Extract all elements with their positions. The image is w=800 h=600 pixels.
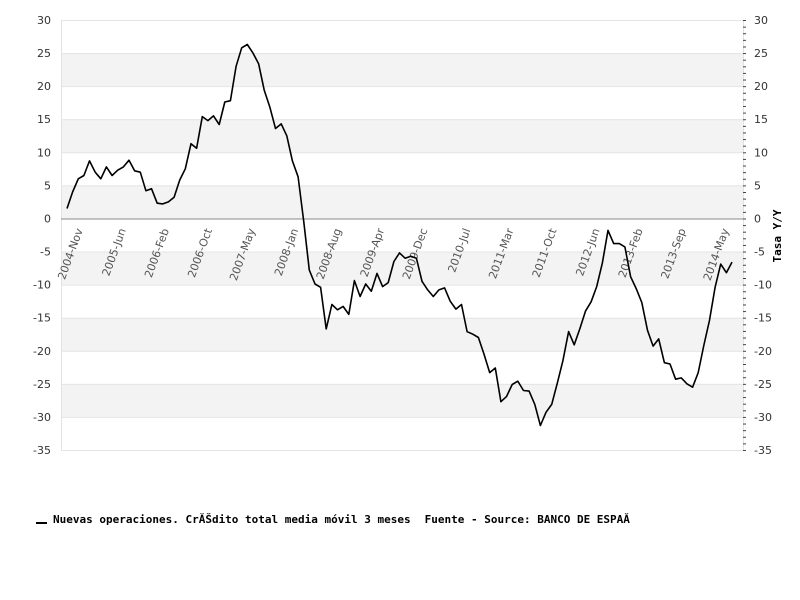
legend: Nuevas operaciones. CrĂŠdito total media… xyxy=(36,513,630,526)
y-tick-label-left: 10 xyxy=(37,146,51,159)
y-tick-label-right: -25 xyxy=(754,378,772,391)
grid-lines xyxy=(61,20,743,451)
y-axis-right-minor-ticks xyxy=(743,20,746,451)
series-line xyxy=(66,43,733,427)
y-tick-label-left: 20 xyxy=(37,80,51,93)
source-credit: Fuente - Source: BANCO DE ESPAĂ xyxy=(424,513,630,526)
y-tick-label-right: -15 xyxy=(754,312,772,325)
y-axis-left: 30 25 20 15 10 5 0 -5 -10 -15 -20 -25 -30 -35 xyxy=(33,14,51,457)
y-tick-label-right: 20 xyxy=(754,80,768,93)
legend-series-label: Nuevas operaciones. CrĂŠdito total media… xyxy=(53,513,411,526)
y-tick-label-right: 0 xyxy=(754,212,761,225)
y-tick-label-left: -20 xyxy=(33,345,51,358)
y-tick-label-left: 0 xyxy=(44,212,51,225)
y-axis-right: 30 25 20 15 10 5 0 -5 -10 -15 -20 -25 -30 -35 xyxy=(754,14,772,457)
series-group xyxy=(66,43,733,427)
y-tick-label-left: -5 xyxy=(40,246,51,259)
y-tick-label-left: -30 xyxy=(33,411,51,424)
grid-band xyxy=(61,317,743,351)
legend-line-swatch xyxy=(36,522,47,524)
grid-band xyxy=(61,383,743,417)
y-tick-label-left: -25 xyxy=(33,378,51,391)
y-tick-label-right: 25 xyxy=(754,47,768,60)
y-tick-label-left: 25 xyxy=(37,47,51,60)
y-tick-label-right: -10 xyxy=(754,279,772,292)
y-tick-label-left: -15 xyxy=(33,312,51,325)
y-tick-label-right: 15 xyxy=(754,113,768,126)
y-tick-label-right: 30 xyxy=(754,14,768,27)
y-tick-label-left: 5 xyxy=(44,179,51,192)
grid-band xyxy=(61,53,743,87)
y-tick-label-right: -5 xyxy=(754,246,765,259)
y-tick-label-left: -10 xyxy=(33,279,51,292)
y-tick-label-right: 5 xyxy=(754,179,761,192)
grid-band xyxy=(61,185,743,219)
y-tick-label-right: -30 xyxy=(754,411,772,424)
y-tick-label-left: 15 xyxy=(37,113,51,126)
y-tick-label-left: -35 xyxy=(33,444,51,457)
plot-background-bands xyxy=(61,53,743,417)
grid-band xyxy=(61,119,743,153)
y-tick-label-right: -20 xyxy=(754,345,772,358)
y-tick-label-right: 10 xyxy=(754,146,768,159)
y-tick-label-left: 30 xyxy=(37,14,51,27)
y-tick-label-right: -35 xyxy=(754,444,772,457)
y-axis-right-label: Tasa Y/Y xyxy=(771,209,784,262)
